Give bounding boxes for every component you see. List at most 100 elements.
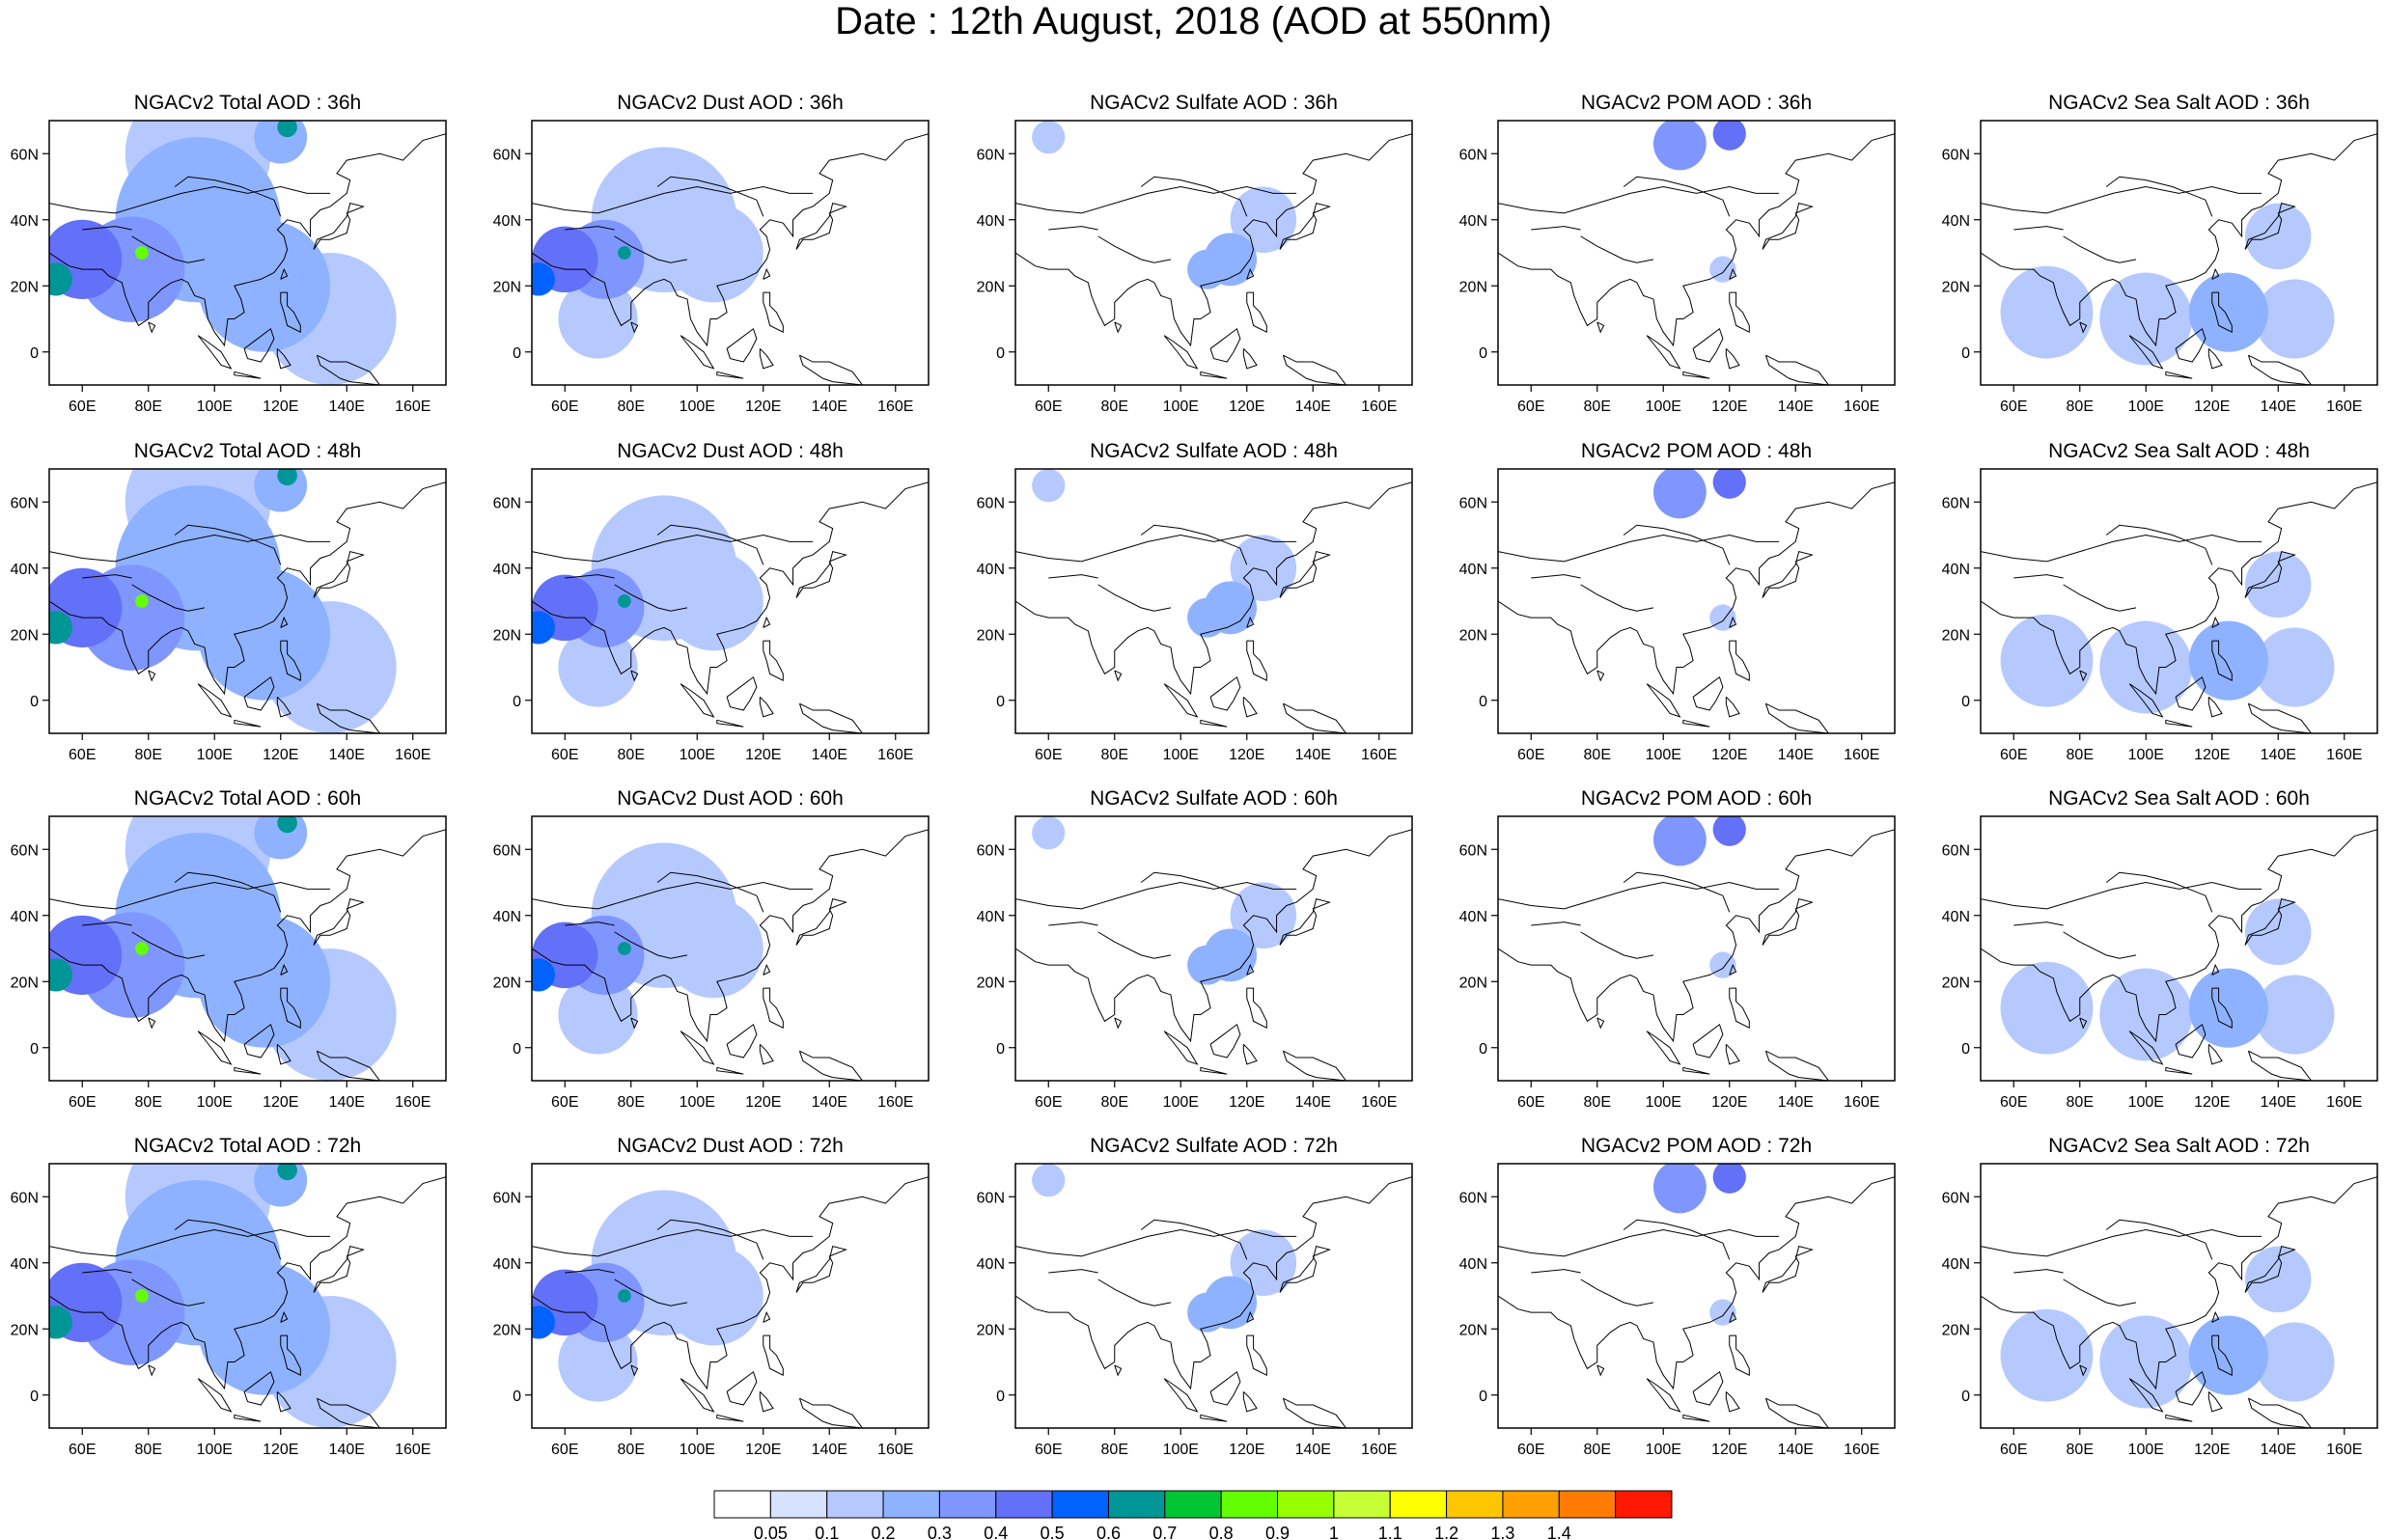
aod-field	[49, 469, 397, 733]
coastline	[630, 670, 639, 682]
coastline	[763, 640, 784, 682]
lon-tick-label: 120E	[263, 399, 298, 415]
coastline	[2013, 921, 2064, 926]
lat-tick-label: 0	[1479, 694, 1487, 710]
aod-cell	[2099, 968, 2193, 1061]
coastline	[1498, 1228, 1780, 1257]
coastline	[2211, 291, 2233, 334]
lon-tick-label: 100E	[680, 747, 715, 763]
map-background	[1498, 1164, 1895, 1428]
coastline	[532, 829, 929, 1043]
aod-cell	[2255, 975, 2335, 1055]
lat-tick-label: 60N	[11, 842, 39, 859]
coastline	[795, 551, 847, 598]
lon-tick-label: 120E	[263, 747, 298, 763]
lat-tick-label: 40N	[977, 909, 1005, 925]
coastline	[2175, 1370, 2207, 1406]
coastline	[1646, 683, 1681, 718]
lon-tick-label: 100E	[197, 747, 233, 763]
coastline	[1729, 963, 1737, 976]
coastline	[680, 1378, 715, 1413]
coastline	[131, 931, 206, 959]
lat-tick-label: 0	[30, 345, 39, 362]
lon-tick-label: 140E	[329, 399, 365, 415]
aod-cell	[1032, 816, 1066, 850]
lat-tick-label: 20N	[11, 1322, 39, 1338]
lat-tick-label: 60N	[1459, 1190, 1487, 1206]
coastline	[197, 335, 233, 370]
coastline	[2244, 203, 2296, 250]
coastline	[716, 1066, 744, 1075]
lon-tick-label: 60E	[2000, 1442, 2027, 1458]
map-panel: NGACv2 Sea Salt AOD : 60h 60E 80E 100E 120E 1…	[1942, 787, 2378, 1111]
aod-field	[1652, 469, 1746, 631]
coastline	[276, 1390, 291, 1413]
lon-tick-label: 60E	[551, 399, 578, 415]
map-panel: NGACv2 Dust AOD : 48h 60E 80E 100E 120E 140E 1…	[493, 440, 930, 763]
coastlines	[1498, 1176, 1895, 1428]
map-background	[1498, 469, 1895, 733]
coastline	[2165, 1066, 2193, 1075]
coastline	[316, 1050, 381, 1081]
aod-cell	[198, 567, 331, 701]
aod-field	[1652, 1164, 1746, 1326]
lat-tick-label: 40N	[493, 562, 521, 578]
lon-tick-label: 160E	[877, 1442, 913, 1458]
coastlines	[1981, 133, 2377, 385]
map-frame	[531, 1163, 930, 1429]
coastline	[1729, 1334, 1750, 1377]
panel-title: NGACv2 Sea Salt AOD : 72h	[2048, 1135, 2310, 1157]
lat-tick-label: 20N	[1459, 1322, 1487, 1338]
coastline	[716, 1414, 744, 1422]
panel-title: NGACv2 Dust AOD : 36h	[617, 92, 844, 114]
coastline	[2128, 683, 2164, 718]
coastline	[1097, 584, 1172, 612]
coastline	[280, 1310, 289, 1323]
coastline	[1140, 1219, 1248, 1260]
coastline	[1246, 640, 1267, 682]
coastline	[726, 1023, 758, 1059]
coastlines	[1015, 481, 1412, 733]
aod-cell	[1652, 121, 1707, 171]
aod-cell	[2255, 1322, 2335, 1402]
coastline	[2063, 1279, 2137, 1306]
lon-tick-label: 60E	[2000, 747, 2027, 763]
coastlines	[1498, 829, 1895, 1081]
lat-tick-label: 20N	[977, 279, 1005, 295]
lon-tick-label: 100E	[197, 1094, 233, 1111]
coastline	[82, 921, 132, 926]
coastlines	[49, 481, 446, 733]
aod-cell	[1187, 945, 1228, 985]
aod-cell	[2000, 265, 2094, 359]
coastline	[763, 291, 784, 334]
coastline	[1580, 235, 1654, 263]
lat-tick-label: 20N	[1942, 279, 1970, 295]
panel-title: NGACv2 Total AOD : 48h	[134, 440, 361, 462]
lat-tick-label: 60N	[977, 495, 1005, 511]
coastline	[234, 719, 262, 728]
coastline	[1140, 871, 1248, 913]
lon-tick-label: 60E	[1035, 1094, 1062, 1111]
map-frame	[1980, 815, 2378, 1082]
aod-cell	[558, 627, 638, 707]
lon-tick-label: 100E	[1646, 1442, 1681, 1458]
lat-tick-label: 60N	[1942, 842, 1970, 859]
coastline	[1282, 1397, 1347, 1428]
coastline	[1762, 898, 1814, 946]
coastline	[316, 354, 381, 385]
lat-tick-label: 0	[1479, 345, 1487, 362]
coastline	[131, 1279, 206, 1306]
aod-cell	[198, 1262, 331, 1395]
coastline	[49, 1176, 446, 1390]
lat-tick-label: 0	[513, 694, 521, 710]
lat-tick-label: 60N	[493, 495, 521, 511]
coastline	[1498, 881, 1780, 910]
aod-cell	[135, 594, 149, 608]
lon-tick-label: 120E	[1229, 1442, 1264, 1458]
map-frame	[48, 120, 447, 386]
map-frame	[1980, 120, 2378, 386]
coastline	[798, 1397, 864, 1428]
coastline	[49, 185, 331, 214]
coastline	[276, 1043, 291, 1065]
aod-cell	[558, 279, 638, 359]
